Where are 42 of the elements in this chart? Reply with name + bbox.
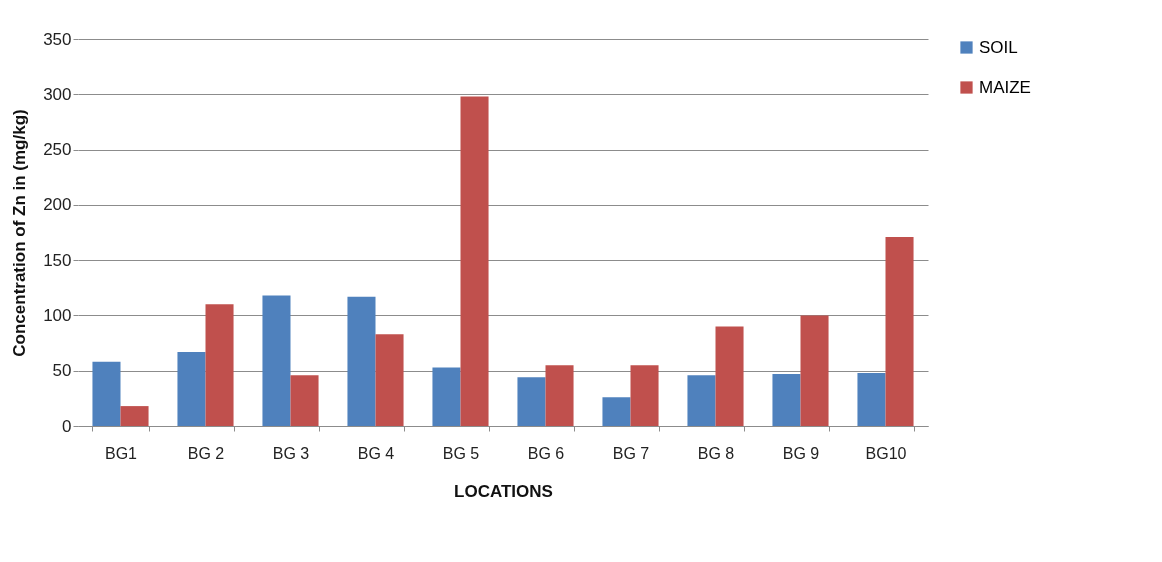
y-tick-label: 0: [62, 416, 72, 436]
bar: [290, 375, 319, 426]
x-tick-label: BG1: [104, 444, 138, 462]
bar: [432, 367, 461, 426]
bar: [857, 372, 886, 426]
bar: [630, 365, 659, 426]
bar: [177, 351, 206, 426]
x-tick-label: BG 9: [782, 444, 820, 462]
bar: [772, 374, 801, 426]
y-tick-label: 50: [52, 361, 72, 381]
bar: [885, 236, 914, 426]
x-tick-label: BG 8: [697, 444, 735, 462]
bar: [262, 295, 291, 426]
bar: [687, 375, 716, 426]
y-tick-label: 350: [43, 29, 72, 49]
bar: [347, 296, 376, 426]
bar: [375, 334, 404, 426]
x-tick-label: BG 3: [272, 444, 310, 462]
y-tick-label: 150: [43, 250, 72, 270]
bar: [602, 397, 631, 426]
bar: [460, 96, 489, 426]
y-tick-label: 250: [43, 140, 72, 160]
bar: [517, 377, 546, 426]
x-tick-label: BG 4: [357, 444, 395, 462]
legend-label: MAIZE: [979, 77, 1031, 97]
y-tick-label: 300: [43, 84, 72, 104]
bar: [205, 304, 234, 426]
bar: [715, 326, 744, 426]
x-tick-label: BG 2: [187, 444, 225, 462]
y-tick-label: 200: [43, 195, 72, 215]
bar: [800, 315, 829, 426]
x-tick-label: BG 6: [527, 444, 565, 462]
x-axis-title: LOCATIONS: [454, 481, 553, 501]
bar: [92, 361, 121, 426]
bar: [545, 365, 574, 426]
x-tick-label: BG 5: [442, 444, 480, 462]
bar: [120, 406, 149, 426]
x-tick-label: BG 7: [612, 444, 650, 462]
legend-label: SOIL: [979, 37, 1018, 57]
x-tick-label: BG10: [865, 444, 907, 462]
y-tick-label: 100: [43, 305, 72, 325]
y-axis-title: Concentration of Zn in (mg/kg): [10, 109, 30, 357]
